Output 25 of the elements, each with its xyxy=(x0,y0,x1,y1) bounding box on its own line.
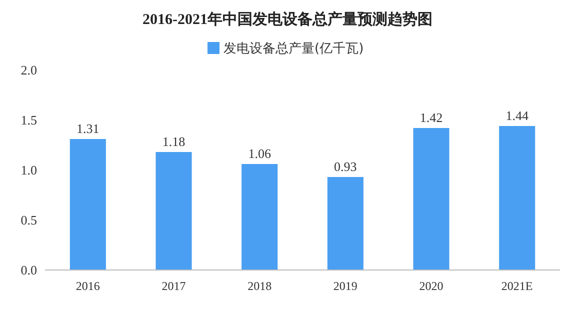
data-label: 0.93 xyxy=(334,159,357,174)
y-tick-label: 0.0 xyxy=(20,262,37,278)
x-tick-label: 2020 xyxy=(419,279,444,293)
bar xyxy=(499,126,536,270)
x-tick-label: 2017 xyxy=(162,279,186,293)
bar xyxy=(70,139,106,270)
x-tick-label: 2016 xyxy=(76,279,100,293)
y-tick-label: 0.5 xyxy=(20,212,37,228)
bar xyxy=(413,128,450,270)
x-tick-label: 2019 xyxy=(333,279,358,293)
data-label: 1.42 xyxy=(420,110,443,125)
bar xyxy=(242,164,278,270)
data-label: 1.31 xyxy=(76,121,100,136)
chart-title: 2016-2021年中国发电设备总产量预测趋势图 xyxy=(142,11,432,28)
y-tick-label: 1.0 xyxy=(20,162,37,178)
bar xyxy=(327,177,364,270)
legend-label: 发电设备总产量(亿千瓦) xyxy=(224,42,364,57)
x-tick-label: 2018 xyxy=(248,279,272,293)
y-tick-label: 2.0 xyxy=(20,62,37,78)
data-label: 1.18 xyxy=(162,134,186,149)
data-label: 1.06 xyxy=(248,146,272,161)
x-tick-label: 2021E xyxy=(501,279,533,293)
y-tick-label: 1.5 xyxy=(20,112,37,128)
data-label: 1.44 xyxy=(506,108,529,123)
bar xyxy=(156,152,192,270)
